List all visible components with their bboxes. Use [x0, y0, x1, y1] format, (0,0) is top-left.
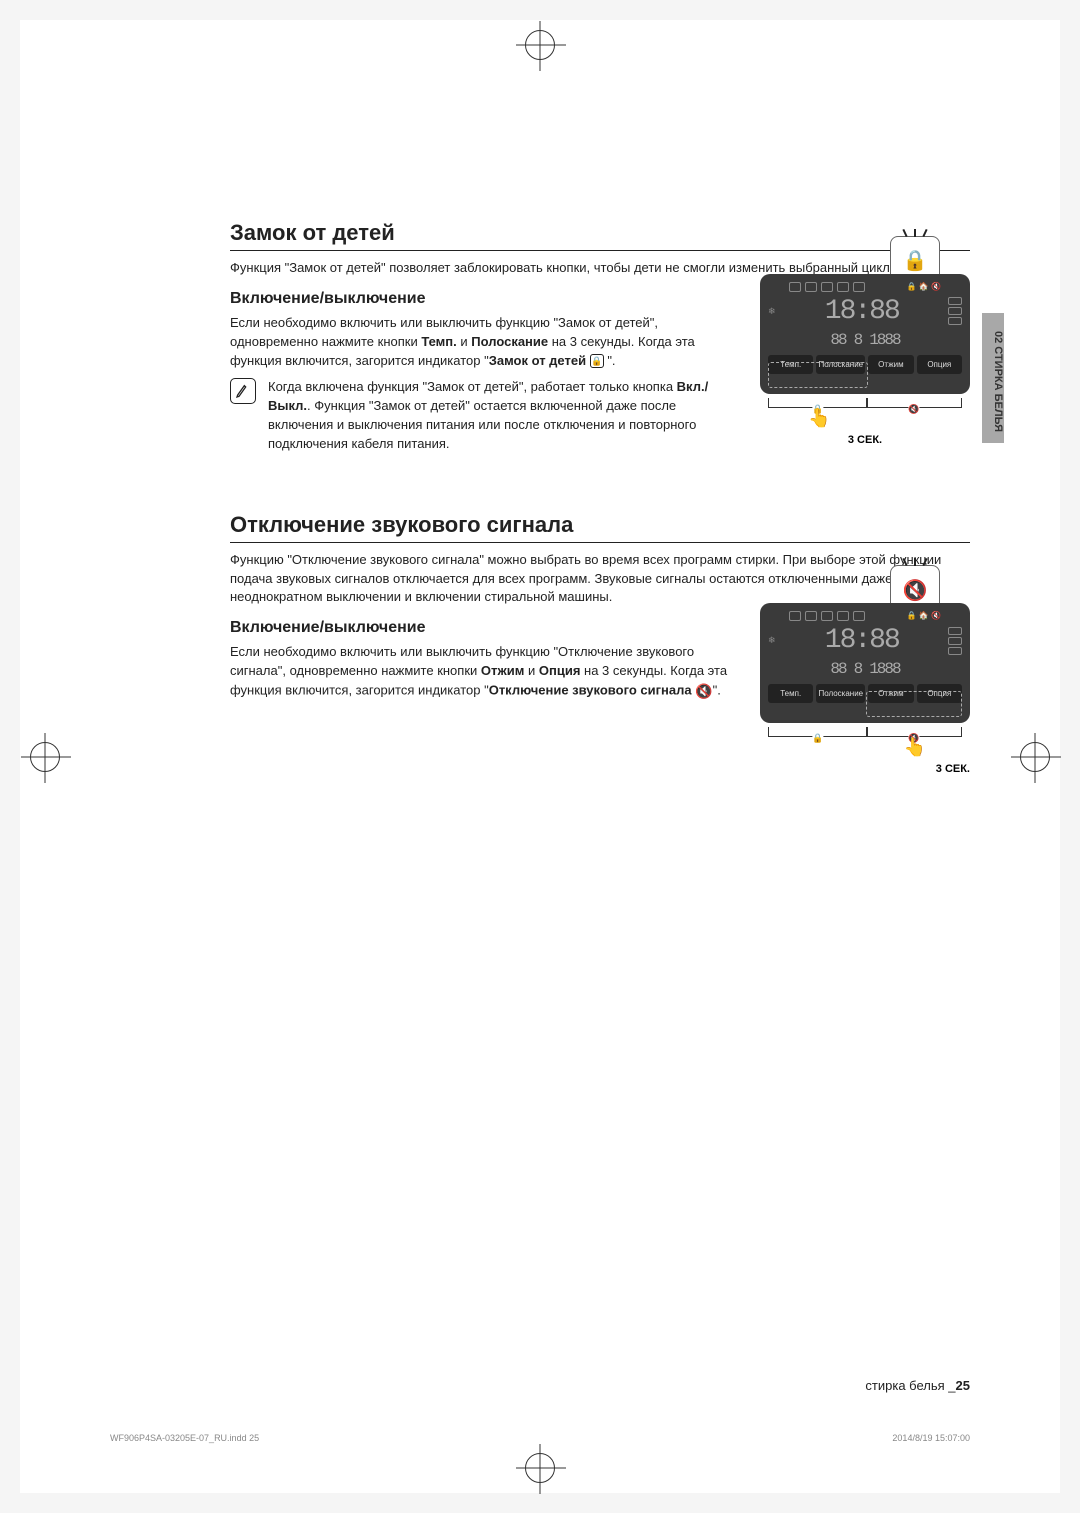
print-meta: WF906P4SA-03205E-07_RU.indd 25 2014/8/19…: [110, 1433, 970, 1443]
control-panel-illustration: 🔇 🔒 🏠 🔇 ❄ 18:88 88: [760, 603, 970, 723]
section-sound-off: Отключение звукового сигнала Функцию "От…: [230, 512, 970, 776]
panel-btn-temp: Темп.: [768, 684, 813, 703]
highlight-temp-rinse: [768, 362, 868, 388]
bracket-mute: 🔇: [866, 398, 962, 408]
registration-mark: [1020, 742, 1050, 772]
bracket-lock: 🔒: [768, 727, 868, 737]
hand-press-icon: 👆: [904, 737, 926, 758]
section-child-lock: Замок от детей Функция "Замок от детей" …: [230, 220, 970, 462]
registration-mark: [525, 30, 555, 60]
bracket-mute: 🔇: [866, 727, 962, 737]
highlight-spin-option: [866, 691, 962, 717]
note-icon: [230, 378, 256, 404]
panel-btn-rinse: Полоскание: [816, 684, 865, 703]
panel-btn-option: Опция: [917, 355, 962, 374]
lock-icon: 🔒: [590, 354, 604, 368]
section-title: Замок от детей: [230, 220, 970, 251]
bracket-lock: 🔒: [768, 398, 868, 408]
intro-text: Функцию "Отключение звукового сигнала" м…: [230, 551, 970, 608]
hand-press-icon: 👆: [808, 408, 830, 429]
registration-mark: [30, 742, 60, 772]
mute-icon: 🔇: [695, 681, 712, 701]
section-title: Отключение звукового сигнала: [230, 512, 970, 543]
caption-3sec: 3 СЕК.: [760, 434, 970, 446]
note-box: Когда включена функция "Замок от детей",…: [230, 378, 740, 461]
instruction-text: Если необходимо включить или выключить ф…: [230, 314, 740, 371]
manual-page: 02 СТИРКА БЕЛЬЯ Замок от детей Функция "…: [20, 20, 1060, 1493]
page-footer: стирка белья _25: [865, 1378, 970, 1393]
registration-mark: [525, 1453, 555, 1483]
note-text: Когда включена функция "Замок от детей",…: [268, 378, 740, 453]
panel-btn-spin: Отжим: [868, 355, 913, 374]
chapter-tab: 02 СТИРКА БЕЛЬЯ: [982, 313, 1004, 443]
caption-3sec: 3 СЕК.: [760, 763, 970, 775]
control-panel-illustration: 🔒 🔒 🏠 🔇 ❄ 18:88 88: [760, 274, 970, 394]
instruction-text: Если необходимо включить или выключить ф…: [230, 643, 740, 701]
